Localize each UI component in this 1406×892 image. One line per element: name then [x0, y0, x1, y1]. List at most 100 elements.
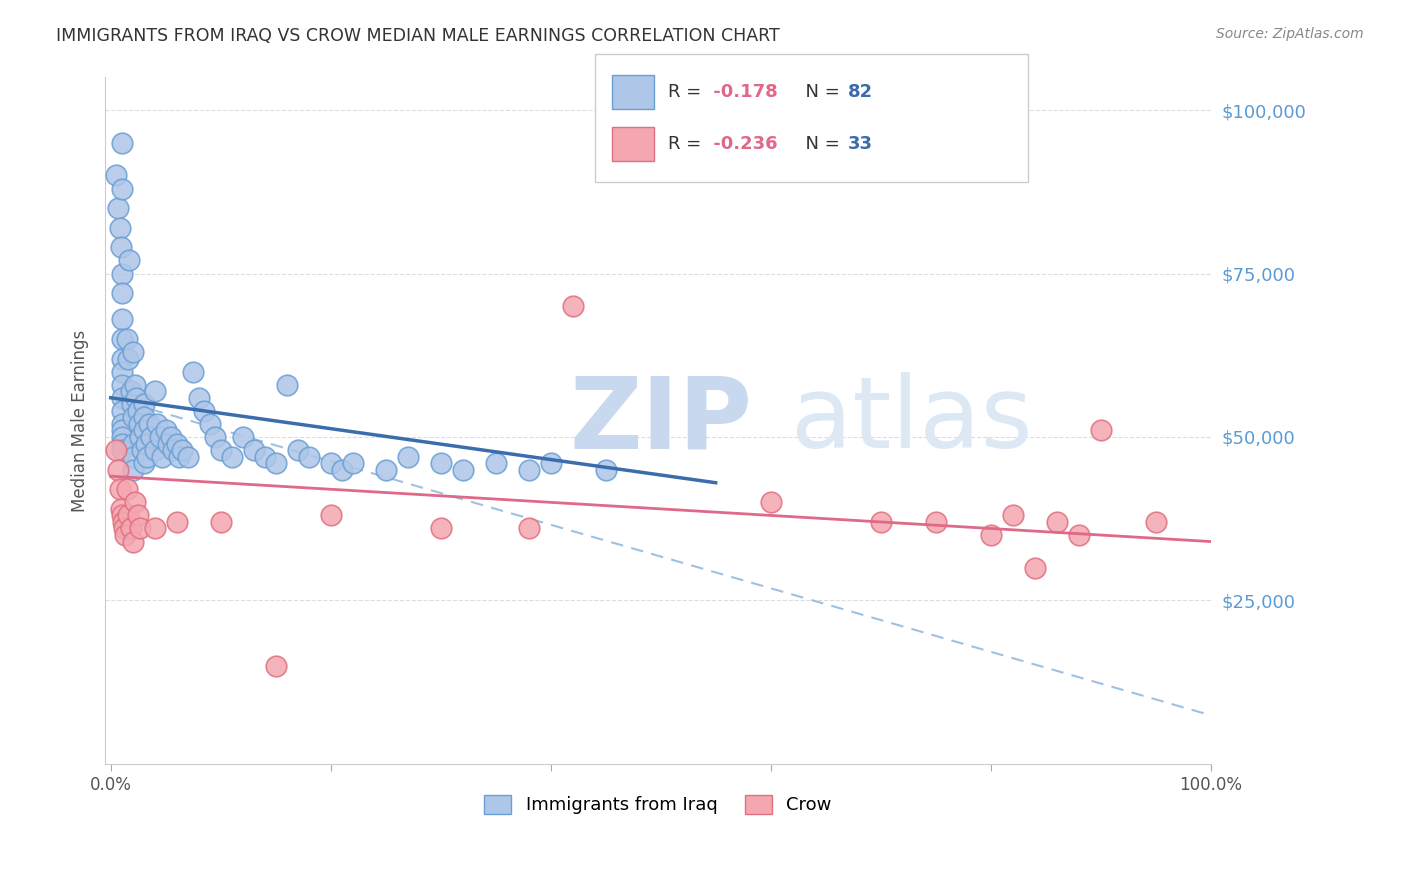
Point — [111, 332, 134, 346]
Point — [132, 456, 155, 470]
Point — [117, 508, 139, 523]
Point — [187, 391, 209, 405]
Point — [198, 417, 221, 431]
Text: N =: N = — [794, 83, 846, 101]
Point — [124, 377, 146, 392]
Point — [242, 443, 264, 458]
Point — [121, 345, 143, 359]
Point — [125, 391, 148, 405]
Point — [111, 136, 134, 150]
Text: atlas: atlas — [790, 372, 1032, 469]
Point — [108, 220, 131, 235]
Point — [396, 450, 419, 464]
Point — [107, 463, 129, 477]
Text: R =: R = — [668, 83, 707, 101]
Text: -0.178: -0.178 — [707, 83, 778, 101]
Point — [264, 658, 287, 673]
Point — [561, 299, 583, 313]
Point — [114, 528, 136, 542]
Point — [132, 397, 155, 411]
Point — [1046, 515, 1069, 529]
Point — [121, 534, 143, 549]
Point — [111, 404, 134, 418]
Point — [276, 377, 298, 392]
Point — [117, 351, 139, 366]
Point — [193, 404, 215, 418]
Point — [111, 286, 134, 301]
Point — [128, 417, 150, 431]
Point — [143, 521, 166, 535]
Point — [111, 377, 134, 392]
Point — [131, 443, 153, 458]
Point — [138, 417, 160, 431]
Point — [1067, 528, 1090, 542]
Point — [146, 417, 169, 431]
Point — [127, 508, 149, 523]
Point — [121, 436, 143, 450]
Point — [135, 436, 157, 450]
Point — [124, 495, 146, 509]
Point — [167, 450, 190, 464]
Point — [120, 384, 142, 399]
Point — [595, 463, 617, 477]
Point — [181, 365, 204, 379]
Point — [1024, 560, 1046, 574]
Point — [111, 424, 134, 438]
Point — [204, 430, 226, 444]
Y-axis label: Median Male Earnings: Median Male Earnings — [72, 329, 89, 512]
Point — [132, 410, 155, 425]
Text: 82: 82 — [848, 83, 873, 101]
Point — [111, 351, 134, 366]
Point — [121, 450, 143, 464]
Text: ZIP: ZIP — [569, 372, 752, 469]
Text: N =: N = — [794, 135, 846, 153]
Point — [136, 450, 159, 464]
Point — [121, 410, 143, 425]
Point — [759, 495, 782, 509]
Point — [108, 483, 131, 497]
Point — [127, 404, 149, 418]
Point — [118, 253, 141, 268]
Point — [111, 365, 134, 379]
Point — [110, 240, 132, 254]
Point — [149, 430, 172, 444]
Point — [319, 456, 342, 470]
Point — [162, 443, 184, 458]
Point — [111, 391, 134, 405]
Point — [152, 450, 174, 464]
Point — [143, 384, 166, 399]
Point — [451, 463, 474, 477]
Legend: Immigrants from Iraq, Crow: Immigrants from Iraq, Crow — [475, 786, 841, 823]
Point — [121, 397, 143, 411]
Point — [924, 515, 946, 529]
Point — [232, 430, 254, 444]
Point — [160, 430, 183, 444]
Point — [209, 515, 232, 529]
Point — [110, 501, 132, 516]
Point — [319, 508, 342, 523]
Text: IMMIGRANTS FROM IRAQ VS CROW MEDIAN MALE EARNINGS CORRELATION CHART: IMMIGRANTS FROM IRAQ VS CROW MEDIAN MALE… — [56, 27, 780, 45]
Point — [111, 443, 134, 458]
Point — [166, 515, 188, 529]
Point — [129, 521, 152, 535]
Point — [132, 424, 155, 438]
Point — [517, 521, 540, 535]
Point — [156, 436, 179, 450]
Point — [342, 456, 364, 470]
Point — [115, 332, 138, 346]
Point — [1001, 508, 1024, 523]
Point — [1090, 424, 1112, 438]
Point — [111, 181, 134, 195]
Point — [209, 443, 232, 458]
Point — [120, 521, 142, 535]
Point — [105, 169, 128, 183]
Point — [264, 456, 287, 470]
Point — [115, 483, 138, 497]
Point — [253, 450, 276, 464]
Point — [111, 430, 134, 444]
Point — [374, 463, 396, 477]
Point — [105, 443, 128, 458]
Point — [111, 312, 134, 326]
Point — [287, 443, 309, 458]
Point — [111, 508, 134, 523]
